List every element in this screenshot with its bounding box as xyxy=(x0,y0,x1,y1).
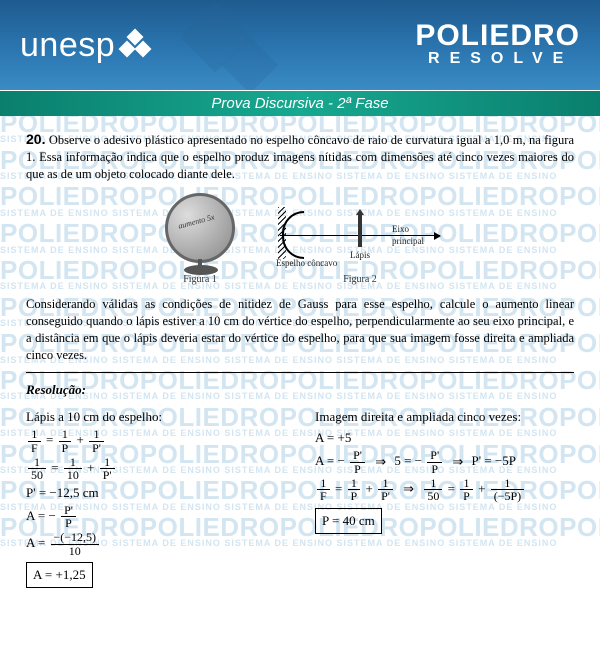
unesp-icon xyxy=(119,29,151,61)
figures-row: aumento 5x Figura 1 Lápis Espelho côncav… xyxy=(26,191,574,287)
A5: A = +5 xyxy=(315,428,574,448)
unesp-logo: unesp xyxy=(20,26,151,65)
resolution-right: Imagem direita e ampliada cinco vezes: A… xyxy=(315,406,574,588)
poliedro-subtitle: RESOLVE xyxy=(421,50,580,68)
A-definition: A = − P'P xyxy=(26,504,285,530)
p-prime-result: P' = −12,5 cm xyxy=(26,483,285,503)
label-pencil: Lápis xyxy=(350,249,370,261)
eq-gauss-right: 1F = 1P + 1P' ⇒ 150 = 1P + 1(−5P) xyxy=(315,477,574,503)
A-calc: A = −(−12,5)10 xyxy=(26,531,285,557)
exam-banner: Prova Discursiva - 2ª Fase xyxy=(0,90,600,116)
question-paragraph-1: Observe o adesivo plástico apresentado n… xyxy=(26,133,574,181)
poliedro-logo: POLIEDRO RESOLVE xyxy=(415,22,580,69)
right-heading: Imagem direita e ampliada cinco vezes: xyxy=(315,407,574,427)
poliedro-title: POLIEDRO xyxy=(415,22,580,51)
mirror-drawing: aumento 5x xyxy=(160,191,240,271)
eq-gauss-1: 1F = 1P + 1P' xyxy=(26,428,285,454)
resolution-left: Lápis a 10 cm do espelho: 1F = 1P + 1P' … xyxy=(26,406,285,588)
figure-2: Lápis Espelho côncavo Eixo principal Fig… xyxy=(280,201,440,287)
question-paragraph-2: Considerando válidas as condições de nit… xyxy=(26,296,574,364)
question-content: 20. Observe o adesivo plástico apresenta… xyxy=(0,116,600,598)
figure-1-caption: Figura 1 xyxy=(160,273,240,287)
resolution-columns: Lápis a 10 cm do espelho: 1F = 1P + 1P' … xyxy=(26,406,574,588)
label-mirror: Espelho côncavo xyxy=(276,257,337,269)
left-heading: Lápis a 10 cm do espelho: xyxy=(26,407,285,427)
label-axis: Eixo principal xyxy=(392,223,442,247)
optics-diagram: Lápis Espelho côncavo Eixo principal xyxy=(280,201,440,271)
eq-gauss-2: 150 = 110 + 1P' xyxy=(26,456,285,482)
page-header: unesp POLIEDRO RESOLVE xyxy=(0,0,600,90)
question-number: 20. xyxy=(26,131,45,147)
resolution-title: Resolução: xyxy=(26,381,574,399)
derive-pprime: A = − P'P ⇒ 5 = − P'P ⇒ P' = −5P xyxy=(315,449,574,475)
figure-1: aumento 5x Figura 1 xyxy=(160,191,240,287)
divider xyxy=(26,372,574,373)
figure-2-caption: Figura 2 xyxy=(280,273,440,287)
P-result-box: P = 40 cm xyxy=(315,508,382,534)
A-result-box: A = +1,25 xyxy=(26,562,93,588)
question-prompt: 20. Observe o adesivo plástico apresenta… xyxy=(26,130,574,183)
unesp-text: unesp xyxy=(20,26,115,65)
